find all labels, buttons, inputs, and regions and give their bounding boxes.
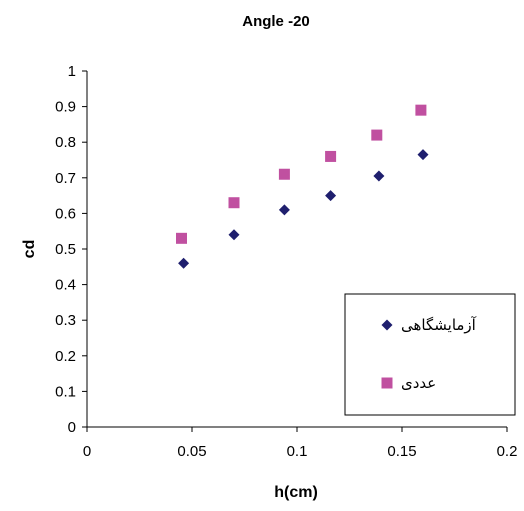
- data-point-square: [278, 168, 290, 180]
- data-point-diamond: [278, 204, 290, 216]
- legend: آزمایشگاهی عددی: [344, 293, 516, 416]
- plot-area: [176, 104, 429, 269]
- data-point-diamond: [373, 170, 385, 182]
- data-point-diamond: [325, 190, 337, 202]
- y-tick-label: 0.5: [55, 241, 76, 258]
- legend-box: [344, 293, 516, 416]
- data-point-diamond: [228, 229, 240, 241]
- data-point-square: [176, 232, 187, 244]
- x-tick-label: 0.1: [287, 443, 308, 460]
- data-point-square: [325, 150, 337, 162]
- y-tick-label: 0.7: [55, 170, 76, 187]
- data-point-diamond: [178, 257, 190, 269]
- legend-marker-diamond: [381, 319, 393, 331]
- x-tick-label: 0: [83, 443, 91, 460]
- y-tick-label: 0.2: [55, 348, 76, 365]
- y-tick-label: 0.3: [55, 312, 76, 329]
- y-tick-label: 0.8: [55, 134, 76, 151]
- x-tick-label: 0.15: [387, 443, 416, 460]
- x-tick-label: 0.2: [497, 443, 518, 460]
- x-axis: 0 0.05 0.1 0.15 0.2: [83, 426, 518, 460]
- y-tick-label: 0.4: [55, 277, 76, 294]
- y-tick-label: 0.6: [55, 205, 76, 222]
- y-axis: 0 0.1 0.2 0.3 0.4 0.5 0.6 0.7 0.8 0.9 1: [55, 63, 88, 436]
- data-point-diamond: [417, 149, 429, 161]
- y-axis-label: cd: [21, 240, 38, 259]
- chart-title: Angle -20: [242, 13, 310, 30]
- legend-label: آزمایشگاهی: [401, 316, 477, 334]
- data-point-square: [228, 197, 240, 209]
- legend-label: عددی: [401, 374, 436, 392]
- data-point-square: [371, 129, 383, 141]
- y-tick-label: 0.1: [55, 383, 76, 400]
- y-tick-label: 1: [68, 63, 76, 80]
- y-tick-label: 0.9: [55, 99, 76, 116]
- y-tick-label: 0: [68, 419, 76, 436]
- legend-marker-square: [381, 377, 393, 389]
- data-point-square: [415, 104, 427, 116]
- x-axis-label: h(cm): [274, 484, 318, 501]
- x-tick-label: 0.05: [177, 443, 206, 460]
